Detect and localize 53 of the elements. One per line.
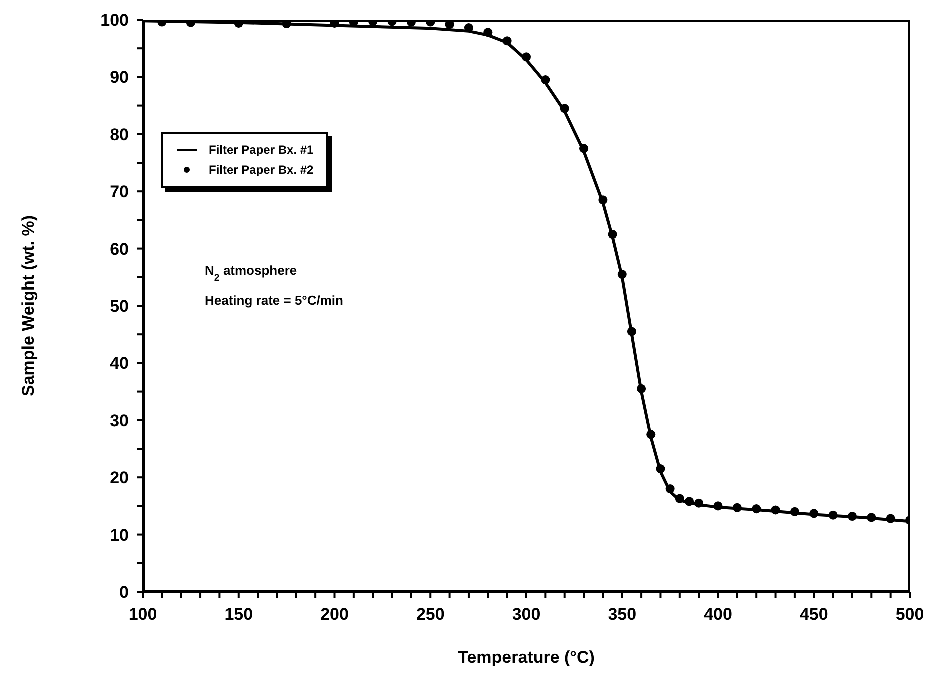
point (560, 104, 570, 114)
point (714, 502, 723, 511)
point (694, 498, 704, 508)
point (828, 510, 838, 520)
point (848, 512, 857, 521)
legend-label: Filter Paper Bx. #1 (209, 142, 314, 159)
y-tick-label: 100 (100, 11, 129, 30)
point (608, 230, 618, 240)
point (752, 504, 762, 514)
point (580, 144, 589, 154)
point (790, 507, 800, 516)
point (771, 506, 780, 515)
point (732, 503, 742, 512)
point (541, 76, 550, 85)
y-tick-label: 80 (110, 125, 129, 144)
x-tick-label: 500 (896, 605, 924, 624)
point (637, 384, 646, 394)
point (656, 464, 666, 474)
x-tick-label: 300 (512, 605, 541, 624)
x-tick-label: 150 (224, 605, 254, 624)
y-tick-label: 20 (110, 468, 129, 488)
point (522, 52, 532, 62)
y-tick-label: 50 (110, 297, 129, 316)
point (886, 514, 896, 524)
point (867, 513, 876, 522)
y-tick-label: 0 (120, 583, 129, 602)
point (810, 509, 819, 518)
x-tick-label: 350 (608, 605, 637, 624)
x-tick-label: 250 (416, 605, 445, 624)
legend-label: Filter Paper Bx. #2 (209, 162, 314, 179)
x-tick-label: 400 (704, 605, 732, 624)
y-tick-label: 60 (110, 240, 129, 259)
x-axis-title: Temperature (°C) (458, 648, 595, 667)
y-tick-label: 90 (110, 68, 129, 88)
y-tick-label: 30 (110, 411, 129, 430)
y-tick-label: 70 (110, 182, 129, 202)
point (684, 497, 694, 506)
point (502, 36, 512, 46)
point (666, 484, 675, 494)
point (627, 327, 636, 336)
x-tick-label: 100 (128, 605, 158, 624)
x-tick-label: 450 (800, 605, 828, 624)
y-axis-title: Sample Weight (wt. %) (19, 215, 38, 397)
point (618, 270, 627, 280)
point (675, 494, 684, 504)
point (484, 28, 493, 38)
y-tick-label: 10 (110, 526, 129, 545)
x-tick-label: 200 (320, 605, 349, 624)
point (598, 196, 608, 205)
y-tick-label: 40 (110, 354, 129, 374)
point (646, 430, 656, 440)
annotation: Heating rate = 5°C/min (205, 293, 344, 308)
annotation: N$_{2}$ atmosphere (205, 263, 298, 284)
